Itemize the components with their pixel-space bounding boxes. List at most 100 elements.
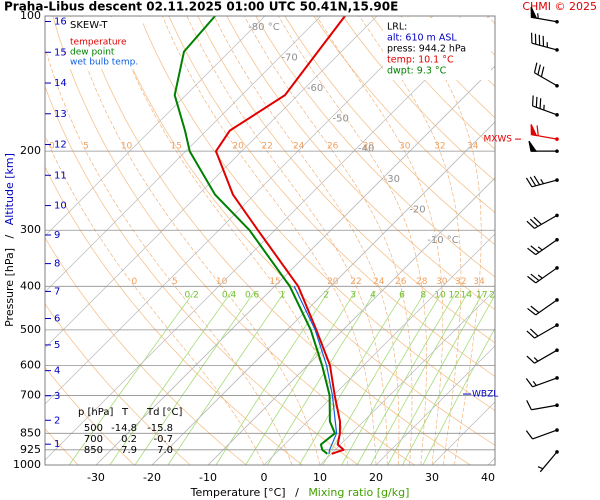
barb-full xyxy=(530,273,540,282)
y-tick-label: 300 xyxy=(20,223,41,236)
barb-staff xyxy=(532,377,558,388)
moist-adiabat-label: 20 xyxy=(232,142,244,152)
moist-adiabat-label: 15 xyxy=(170,142,181,152)
altitude-label: 14 xyxy=(54,78,67,89)
mixing-ratio-line xyxy=(402,294,495,465)
x-tick-label: 20 xyxy=(369,471,383,484)
isotherm xyxy=(487,457,495,465)
barb-full xyxy=(525,378,534,388)
altitude-label: 4 xyxy=(54,366,60,377)
barb-full xyxy=(533,216,542,225)
moist-adiabat-label: 10 xyxy=(216,277,228,287)
legend-entry: dew point xyxy=(70,48,115,58)
wind-barb xyxy=(526,213,559,229)
barb-station xyxy=(555,403,559,408)
x-label: Temperature [°C] xyxy=(190,486,286,499)
y-tick-label: 400 xyxy=(20,279,41,292)
isotherm xyxy=(45,16,434,405)
moist-adiabat-label: 0 xyxy=(49,142,55,152)
moist-adiabat-label: 34 xyxy=(473,277,485,287)
moist-adiabat-label: 22 xyxy=(350,277,361,287)
barb-full xyxy=(540,66,545,77)
isotherm xyxy=(45,16,266,237)
barb-full xyxy=(527,275,537,284)
altitude-label: 16 xyxy=(54,17,67,28)
moist-adiabat-label: 32 xyxy=(455,277,466,287)
barb-full xyxy=(526,220,535,229)
mixing-ratio-line xyxy=(167,290,286,465)
y-label-2: Altitude [km] xyxy=(3,153,16,225)
chart-title: Praha-Libus descent 02.11.2025 01:00 UTC… xyxy=(4,0,398,14)
barb-staff xyxy=(534,349,558,364)
wind-barb xyxy=(525,376,559,388)
mixing-ratio-label: 25 xyxy=(508,291,519,301)
altitude-label: 10 xyxy=(54,201,67,212)
moist-adiabat-label: 32 xyxy=(434,142,445,152)
x-tick-label: 0 xyxy=(260,471,267,484)
barb-staff xyxy=(535,299,558,316)
altitude-label: 8 xyxy=(54,259,60,270)
y-tick-label: 925 xyxy=(20,443,41,456)
barb-staff xyxy=(532,105,558,116)
isotherm-label: -50 xyxy=(332,113,348,124)
barb-station xyxy=(555,113,559,117)
dry-adiabat xyxy=(226,16,495,311)
mixing-ratio-label: 2 xyxy=(323,291,329,301)
mixing-ratio-label: 8 xyxy=(420,291,426,301)
barb-full xyxy=(536,125,539,136)
altitude-label: 11 xyxy=(54,170,67,181)
dry-adiabat xyxy=(197,16,495,344)
barb-pennant xyxy=(530,124,538,137)
wind-barb xyxy=(527,298,559,316)
barb-full xyxy=(529,218,539,227)
table-header: p [hPa] xyxy=(78,407,113,418)
mixing-ratio-line xyxy=(109,290,233,465)
moist-adiabat-label: 28 xyxy=(416,277,428,287)
barb-station xyxy=(555,19,559,24)
isotherm-label: -70 xyxy=(281,52,297,63)
lrl-box xyxy=(383,18,491,80)
barb-station xyxy=(555,266,559,270)
isotherm xyxy=(95,65,495,465)
moist-adiabat-label: 10 xyxy=(121,142,133,152)
barb-full xyxy=(535,96,538,108)
isotherm xyxy=(151,121,495,465)
barb-full xyxy=(525,430,534,440)
x-tick-label: 40 xyxy=(481,471,495,484)
altitude-label: 12 xyxy=(54,140,67,151)
barb-station xyxy=(555,237,559,242)
mixing-ratio-line xyxy=(299,290,405,465)
barb-half xyxy=(537,246,543,251)
isotherm-label: -40 xyxy=(358,144,374,155)
barb-full xyxy=(529,176,537,187)
altitude-label: 6 xyxy=(54,314,60,325)
moist-adiabat-label: 20 xyxy=(327,277,339,287)
mixing-ratio-line xyxy=(245,290,357,465)
profile-line xyxy=(173,16,336,455)
barb-full xyxy=(526,400,532,411)
lrl-line: alt: 610 m ASL xyxy=(387,33,457,44)
x-tick-label: -30 xyxy=(87,471,105,484)
barb-full xyxy=(531,95,534,106)
table-cell: 850 xyxy=(84,445,103,456)
barb-staff xyxy=(534,72,558,87)
barb-station xyxy=(555,323,559,327)
table-cell: 7.0 xyxy=(157,445,173,456)
dry-adiabat xyxy=(0,16,22,465)
mixing-ratio-line xyxy=(341,290,443,465)
plot-frame xyxy=(44,15,496,466)
barb-station xyxy=(555,149,559,153)
altitude-label: 15 xyxy=(54,47,67,58)
isotherm xyxy=(263,233,495,465)
mixing-ratio-line xyxy=(134,290,256,465)
dry-adiabat xyxy=(313,16,495,214)
isotherm-label: -20 xyxy=(409,205,425,216)
table-cell: -14.8 xyxy=(111,423,137,434)
wind-barb xyxy=(527,266,559,284)
isotherm xyxy=(45,16,322,293)
mixing-ratio-line xyxy=(356,290,457,465)
isotherm xyxy=(45,16,378,349)
mixing-ratio-label: 3 xyxy=(350,291,356,301)
barb-station xyxy=(555,428,559,432)
barb-staff xyxy=(531,42,558,51)
